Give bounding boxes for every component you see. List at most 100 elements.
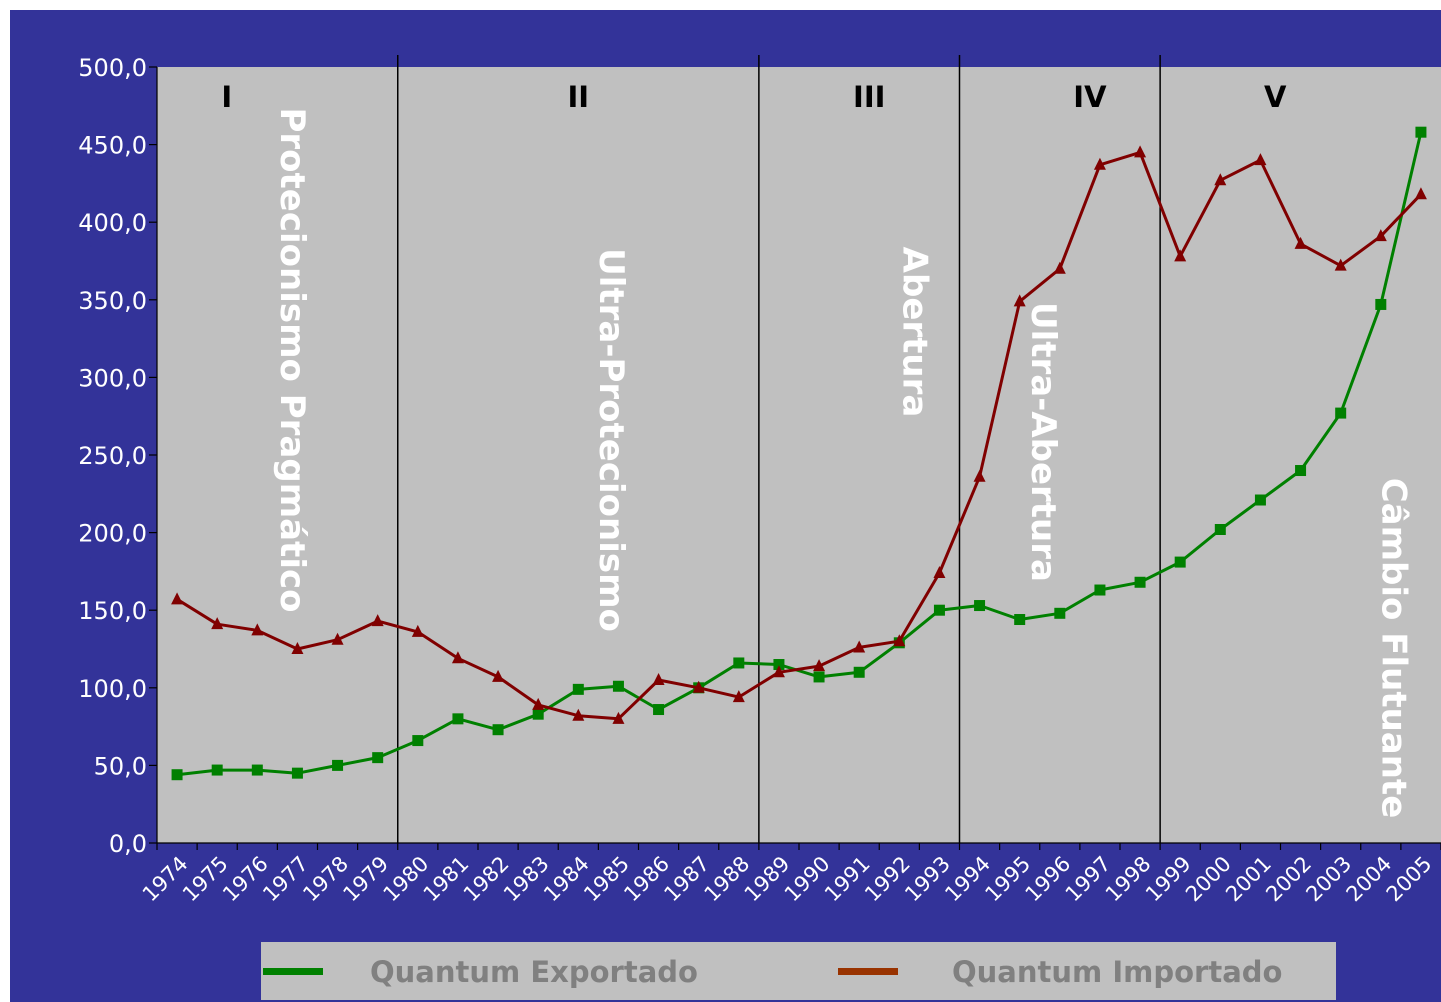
data-point-import — [612, 711, 625, 724]
y-tick-label: 50,0 — [94, 752, 147, 780]
x-tick-label: 1990 — [780, 852, 835, 907]
data-point-import — [772, 665, 785, 678]
legend: Quantum Exportado Quantum Importado — [261, 942, 1336, 1000]
data-point-export — [612, 680, 624, 692]
data-point-export — [813, 671, 825, 683]
x-tick-label: 1986 — [619, 852, 674, 907]
plot-area — [157, 67, 1441, 843]
data-point-import — [1174, 249, 1187, 262]
data-point-export — [532, 708, 544, 720]
y-tick-label: 450,0 — [78, 132, 147, 160]
data-point-export — [1295, 465, 1307, 477]
x-tick-label: 1975 — [178, 852, 233, 907]
x-tick-label: 1997 — [1061, 852, 1116, 907]
y-tick-label: 250,0 — [78, 442, 147, 470]
data-point-export — [492, 724, 504, 736]
data-point-import — [893, 634, 906, 647]
y-tick-label: 500,0 — [78, 54, 147, 82]
x-tick-label: 1984 — [539, 852, 594, 907]
line-chart: 0,0 50,0 100,0 150,0 200,0 250,0 300,0 350,0 400… — [78, 54, 1441, 907]
data-point-import — [411, 624, 424, 637]
period-name: Abertura — [894, 247, 934, 418]
data-point-export — [1174, 556, 1186, 568]
data-point-import — [1414, 187, 1427, 200]
data-point-import — [451, 651, 464, 664]
data-point-export — [412, 735, 424, 747]
legend-label-export: Quantum Exportado — [370, 955, 698, 989]
data-point-import — [1294, 236, 1307, 249]
y-tick-label: 150,0 — [78, 597, 147, 625]
x-tick-label: 1991 — [820, 852, 875, 907]
period-numeral: V — [1264, 80, 1287, 114]
data-point-export — [1214, 523, 1226, 535]
period-name: Protecionismo Pragmático — [272, 107, 312, 612]
data-point-import — [211, 617, 224, 630]
data-point-import — [1013, 294, 1026, 307]
x-tick-label: 1976 — [218, 852, 273, 907]
data-point-export — [1335, 407, 1347, 419]
data-point-export — [1054, 607, 1066, 619]
legend-swatch-import — [838, 968, 898, 975]
data-point-export — [1375, 298, 1387, 310]
x-tick-label: 1974 — [138, 852, 193, 907]
y-tick-label: 100,0 — [78, 675, 147, 703]
period-name: Ultra-Abertura — [1023, 302, 1063, 582]
x-tick-label: 2001 — [1221, 852, 1276, 907]
data-point-import — [532, 697, 545, 710]
y-tick-label: 300,0 — [78, 364, 147, 392]
x-tick-label: 1980 — [379, 852, 434, 907]
data-point-export — [773, 659, 785, 671]
x-tick-label: 1998 — [1101, 852, 1156, 907]
data-point-import — [492, 669, 505, 682]
x-tick-label: 1989 — [740, 852, 795, 907]
data-point-export — [372, 752, 384, 764]
data-point-import — [732, 690, 745, 703]
y-tick-label: 400,0 — [78, 209, 147, 237]
data-point-export — [1134, 576, 1146, 588]
data-point-import — [1374, 229, 1387, 242]
data-point-export — [291, 767, 303, 779]
x-tick-label: 2005 — [1382, 852, 1437, 907]
data-point-import — [572, 708, 585, 721]
data-point-import — [291, 642, 304, 654]
data-point-import — [933, 565, 946, 578]
x-tick-label: 1985 — [579, 852, 634, 907]
period-numeral: II — [568, 80, 590, 114]
x-tick-label: 1992 — [860, 852, 915, 907]
x-tick-label: 1979 — [338, 852, 393, 907]
x-tick-label: 1978 — [298, 852, 353, 907]
data-point-import — [1254, 153, 1267, 166]
data-point-export — [653, 704, 665, 716]
data-point-export — [251, 764, 263, 776]
data-point-export — [452, 713, 464, 725]
data-point-export — [1415, 126, 1427, 138]
x-tick-label: 1993 — [900, 852, 955, 907]
data-point-export — [853, 666, 865, 678]
data-point-export — [1254, 494, 1266, 506]
data-point-import — [171, 592, 184, 605]
data-point-import — [973, 469, 986, 482]
data-point-import — [331, 632, 344, 645]
data-point-export — [974, 600, 986, 612]
period-numeral: IV — [1073, 80, 1107, 114]
y-tick-label: 0,0 — [109, 830, 147, 858]
period-name: Ultra-Protecionismo — [591, 248, 631, 632]
data-point-import — [1134, 145, 1147, 158]
data-point-import — [1334, 258, 1347, 271]
legend-label-import: Quantum Importado — [952, 955, 1283, 989]
y-tick-label: 350,0 — [78, 287, 147, 315]
period-numeral: III — [853, 80, 885, 114]
data-point-export — [933, 604, 945, 616]
data-point-export — [1014, 614, 1026, 626]
x-tick-label: 1982 — [459, 852, 514, 907]
data-point-import — [371, 614, 384, 627]
data-point-export — [572, 683, 584, 695]
x-tick-label: 1981 — [419, 852, 474, 907]
x-tick-label: 1977 — [258, 852, 313, 907]
x-tick-label: 1988 — [700, 852, 755, 907]
y-tick-label: 200,0 — [78, 520, 147, 548]
data-point-import — [853, 640, 866, 653]
x-tick-label: 1996 — [1021, 852, 1076, 907]
data-point-export — [332, 759, 344, 771]
x-tick-label: 2004 — [1342, 852, 1397, 907]
